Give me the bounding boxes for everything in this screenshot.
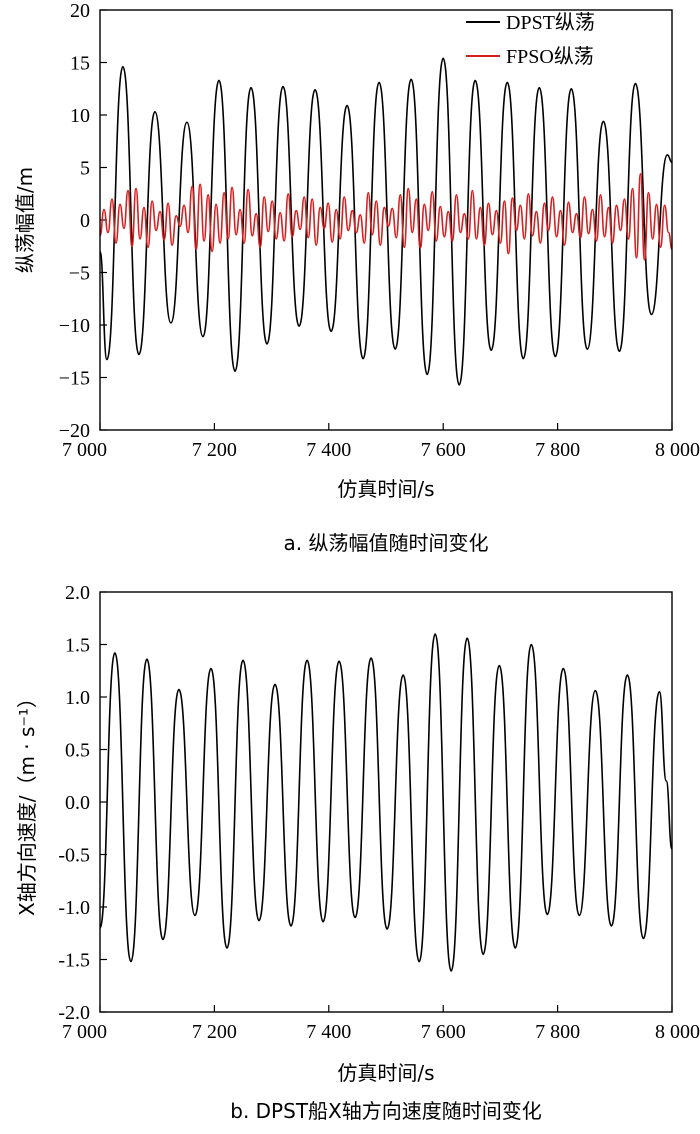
y-tick-label: −15 <box>59 368 90 390</box>
chart-a-series <box>99 57 673 386</box>
chart-a-y-axis-title: 纵荡幅值/m <box>13 167 37 273</box>
x-tick-label: 7 800 <box>535 1021 580 1043</box>
legend-label-fpso: FPSO纵荡 <box>506 45 594 68</box>
y-tick-label: −10 <box>59 315 90 337</box>
chart-b-caption: b. DPST船X轴方向速度随时间变化 <box>230 1099 541 1123</box>
y-tick-label: 10 <box>70 105 90 127</box>
y-tick-label: 0.0 <box>65 792 90 814</box>
y-tick-label: −5 <box>69 263 90 285</box>
y-tick-label: 1.0 <box>65 687 90 709</box>
chart-a: −20 −15 −10 −5 0 5 10 15 20 7 000 7 200 7 400 7 600… <box>13 0 700 555</box>
y-tick-label: 2.0 <box>65 582 90 604</box>
chart-b-series <box>99 633 673 972</box>
chart-a-plot-frame <box>99 9 673 431</box>
chart-b-y-axis-title: X轴方向速度/（m · s⁻¹） <box>15 688 39 916</box>
y-tick-label: -2.0 <box>58 1002 90 1024</box>
x-tick-label: 7 600 <box>421 439 466 461</box>
chart-a-x-ticks: 7 000 7 200 7 400 7 600 7 800 8 000 <box>62 423 700 461</box>
chart-b-x-ticks: 7 000 7 200 7 400 7 600 7 800 8 000 <box>62 1005 700 1043</box>
chart-b-x-axis-title: 仿真时间/s <box>337 1061 434 1085</box>
y-tick-label: −20 <box>59 420 90 442</box>
x-tick-label: 7 400 <box>306 439 351 461</box>
x-tick-label: 7 800 <box>535 439 580 461</box>
y-tick-label: 0.5 <box>65 740 90 762</box>
x-tick-label: 7 200 <box>192 1021 237 1043</box>
x-tick-label: 7 000 <box>62 1021 107 1043</box>
series-line-secondary-a <box>99 173 673 261</box>
chart-b-y-ticks: -2.0 -1.5 -1.0 -0.5 0.0 0.5 1.0 1.5 2.0 <box>58 582 107 1024</box>
x-tick-label: 7 200 <box>192 439 237 461</box>
chart-a-y-ticks: −20 −15 −10 −5 0 5 10 15 20 <box>59 0 107 442</box>
y-tick-label: 20 <box>70 0 90 22</box>
x-tick-label: 7 400 <box>306 1021 351 1043</box>
y-tick-label: -1.0 <box>58 897 90 919</box>
y-tick-label: -1.5 <box>58 950 90 972</box>
x-tick-label: 8 000 <box>655 439 700 461</box>
y-tick-label: 0 <box>80 210 90 232</box>
y-tick-label: -0.5 <box>58 845 90 867</box>
chart-a-caption: a. 纵荡幅值随时间变化 <box>284 531 489 555</box>
series-line-primary-b <box>99 633 673 972</box>
x-tick-label: 7 000 <box>62 439 107 461</box>
chart-a-legend: DPST纵荡 FPSO纵荡 <box>466 11 595 68</box>
chart-b: -2.0 -1.5 -1.0 -0.5 0.0 0.5 1.0 1.5 2.0 7 000 7 2… <box>15 582 700 1123</box>
y-tick-label: 5 <box>80 158 90 180</box>
y-tick-label: 1.5 <box>65 635 90 657</box>
y-tick-label: 15 <box>70 53 90 75</box>
legend-label-dpst: DPST纵荡 <box>506 11 595 34</box>
chart-a-x-axis-title: 仿真时间/s <box>337 477 434 501</box>
x-tick-label: 7 600 <box>421 1021 466 1043</box>
x-tick-label: 8 000 <box>655 1021 700 1043</box>
chart-b-plot-frame <box>99 591 673 1013</box>
